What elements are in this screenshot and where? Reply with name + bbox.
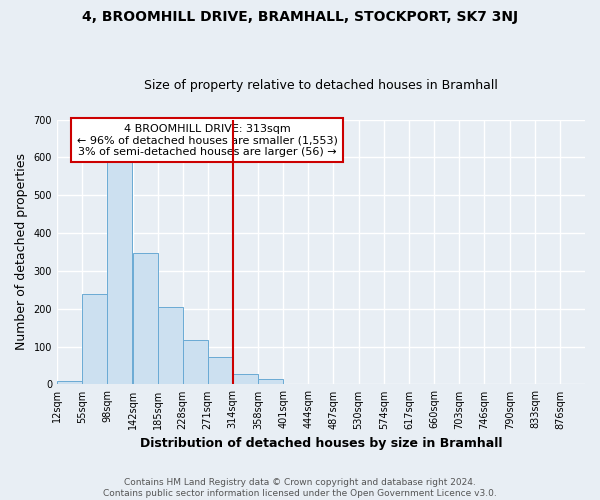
- Bar: [182, 340, 208, 384]
- Bar: [233, 374, 258, 384]
- Bar: [208, 357, 233, 384]
- Bar: [259, 379, 283, 384]
- Bar: [158, 307, 182, 384]
- Y-axis label: Number of detached properties: Number of detached properties: [15, 154, 28, 350]
- Text: 4 BROOMHILL DRIVE: 313sqm
← 96% of detached houses are smaller (1,553)
3% of sem: 4 BROOMHILL DRIVE: 313sqm ← 96% of detac…: [77, 124, 338, 156]
- Bar: [133, 252, 158, 384]
- Bar: [82, 294, 107, 384]
- Text: 4, BROOMHILL DRIVE, BRAMHALL, STOCKPORT, SK7 3NJ: 4, BROOMHILL DRIVE, BRAMHALL, STOCKPORT,…: [82, 10, 518, 24]
- Text: Contains HM Land Registry data © Crown copyright and database right 2024.
Contai: Contains HM Land Registry data © Crown c…: [103, 478, 497, 498]
- Bar: [57, 382, 82, 384]
- X-axis label: Distribution of detached houses by size in Bramhall: Distribution of detached houses by size …: [140, 437, 502, 450]
- Bar: [107, 162, 132, 384]
- Title: Size of property relative to detached houses in Bramhall: Size of property relative to detached ho…: [144, 79, 498, 92]
